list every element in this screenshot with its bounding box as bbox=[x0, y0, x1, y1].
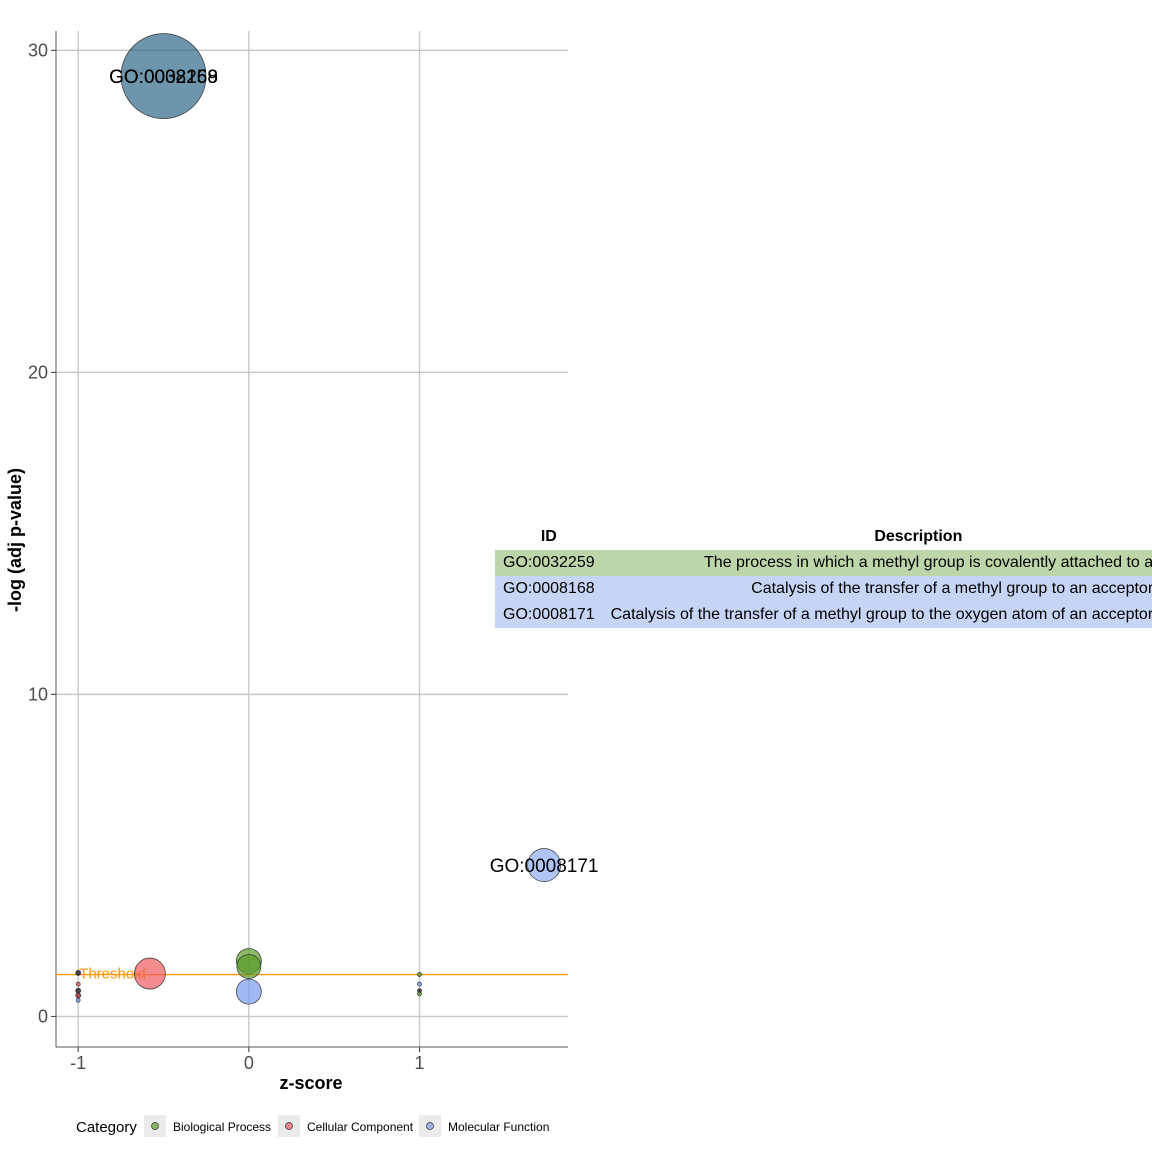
data-point bbox=[417, 991, 422, 997]
data-point bbox=[527, 848, 562, 882]
data-point bbox=[120, 33, 207, 119]
legend-key-swatch bbox=[426, 1122, 434, 1130]
id-column-header: ID bbox=[540, 528, 557, 545]
legend-title: Category bbox=[76, 1119, 137, 1136]
y-tick-label: 30 bbox=[28, 40, 48, 60]
y-axis-title: -log (adj p-value) bbox=[5, 468, 25, 612]
y-tick-label: 10 bbox=[28, 684, 48, 704]
data-point bbox=[235, 978, 262, 1005]
y-tick-label: 20 bbox=[28, 362, 48, 382]
point-label: GO:0032259 bbox=[109, 67, 218, 88]
description-column-header: Description bbox=[874, 528, 963, 545]
point-label: GO:0008171 bbox=[490, 856, 599, 877]
data-point bbox=[236, 954, 262, 979]
table-body: GO:0032259 The process in which a methyl … bbox=[495, 550, 1152, 628]
legend-item-label: Molecular Function bbox=[448, 1120, 549, 1134]
go-id-cell: GO:0008168 bbox=[503, 580, 595, 597]
go-term-table: ID Description GO:0032259 The process in … bbox=[495, 524, 1152, 628]
go-id-cell: GO:0008171 bbox=[503, 606, 595, 623]
data-point bbox=[75, 997, 81, 1003]
legend: Category Biological Process Cellular Comp… bbox=[76, 1115, 549, 1137]
x-tick-label: 1 bbox=[415, 1053, 425, 1073]
legend-item-label: Biological Process bbox=[173, 1120, 271, 1134]
data-point bbox=[75, 970, 82, 976]
data-point bbox=[417, 972, 422, 977]
go-description-cell: Catalysis of the transfer of a methyl gr… bbox=[610, 606, 1152, 623]
point-label: GO:0008168 bbox=[109, 67, 218, 88]
table-row: GO:0008171 Catalysis of the transfer of a… bbox=[495, 602, 1152, 628]
y-tick-label: 0 bbox=[38, 1006, 48, 1026]
go-description-cell: The process in which a methyl group is c… bbox=[704, 554, 1152, 571]
threshold-label: Threshold bbox=[79, 966, 146, 983]
go-description-cell: Catalysis of the transfer of a methyl gr… bbox=[751, 580, 1152, 597]
table-row: GO:0032259 The process in which a methyl … bbox=[495, 550, 1152, 576]
table-header-row: ID Description bbox=[495, 524, 1152, 550]
x-tick-label: 0 bbox=[244, 1053, 254, 1073]
legend-key-swatch bbox=[151, 1122, 159, 1130]
data-point bbox=[417, 981, 422, 987]
go-id-cell: GO:0032259 bbox=[503, 554, 595, 571]
table-row: GO:0008168 Catalysis of the transfer of a… bbox=[495, 576, 1152, 602]
x-axis-title: z-score bbox=[279, 1073, 342, 1093]
legend-key-swatch bbox=[285, 1122, 293, 1130]
data-points bbox=[75, 33, 562, 1005]
data-point bbox=[75, 981, 81, 987]
x-tick-label: -1 bbox=[70, 1053, 86, 1073]
legend-item-label: Cellular Component bbox=[307, 1120, 414, 1134]
data-point bbox=[133, 957, 166, 990]
